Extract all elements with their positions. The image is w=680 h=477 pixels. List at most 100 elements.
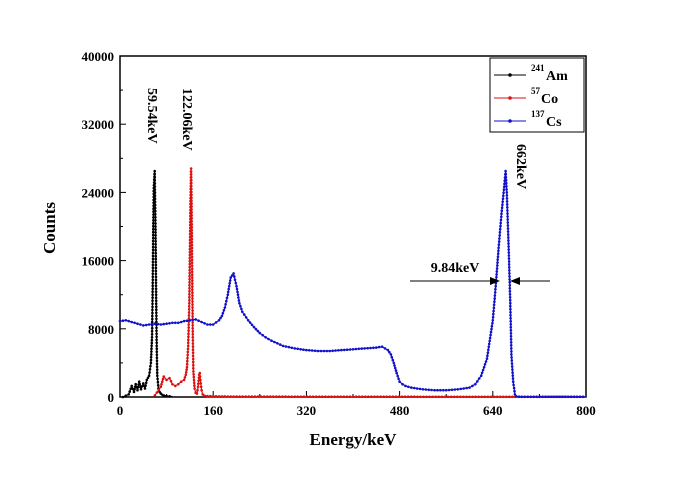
series-point-137cs	[495, 270, 499, 273]
series-point-57co	[281, 395, 284, 398]
series-point-241am	[150, 326, 154, 330]
series-point-241am	[154, 266, 158, 270]
series-point-137cs	[567, 395, 570, 399]
series-point-137cs	[491, 319, 495, 322]
series-point-57co	[440, 395, 444, 399]
fwhm-left-arrowhead	[490, 277, 500, 285]
series-point-137cs	[133, 321, 136, 325]
series-point-137cs	[507, 248, 511, 251]
series-point-57co	[191, 348, 195, 352]
series-point-137cs	[377, 345, 381, 349]
series-point-57co	[191, 306, 194, 309]
series-point-137cs	[497, 243, 501, 246]
series-point-241am	[165, 394, 168, 398]
series-point-241am	[151, 317, 154, 321]
series-point-57co	[223, 395, 227, 398]
series-point-57co	[188, 283, 191, 287]
series-point-57co	[330, 395, 333, 399]
series-point-57co	[370, 395, 373, 399]
series-point-137cs	[252, 325, 256, 329]
series-point-137cs	[174, 321, 177, 325]
series-point-241am	[155, 368, 159, 372]
series-point-57co	[259, 395, 263, 398]
series-point-241am	[154, 216, 157, 219]
series-point-241am	[127, 393, 130, 396]
series-point-57co	[446, 395, 450, 399]
series-point-241am	[151, 230, 155, 234]
series-point-137cs	[505, 203, 509, 206]
series-point-57co	[198, 371, 202, 375]
series-point-137cs	[504, 169, 507, 173]
series-point-137cs	[495, 267, 499, 270]
series-point-137cs	[476, 380, 479, 383]
series-point-137cs	[442, 388, 445, 392]
series-point-137cs	[243, 313, 246, 316]
series-point-241am	[154, 248, 157, 252]
series-point-57co	[373, 395, 376, 399]
series-point-137cs	[509, 329, 513, 332]
series-point-57co	[189, 167, 193, 170]
series-point-241am	[154, 251, 158, 255]
series-point-57co	[480, 395, 484, 399]
series-point-57co	[265, 395, 269, 398]
series-point-57co	[419, 395, 422, 399]
series-point-241am	[156, 380, 160, 384]
series-point-57co	[188, 247, 192, 251]
series-point-241am	[154, 302, 158, 306]
series-point-241am	[154, 299, 158, 303]
series-point-137cs	[386, 348, 390, 352]
series-point-137cs	[223, 306, 227, 309]
series-point-241am	[133, 388, 136, 391]
series-point-57co	[168, 376, 171, 380]
series-point-57co	[174, 384, 177, 388]
series-point-137cs	[508, 287, 512, 290]
series-point-241am	[150, 333, 154, 336]
series-point-57co	[187, 329, 190, 332]
series-point-137cs	[241, 310, 244, 314]
series-point-241am	[151, 254, 155, 258]
series-point-137cs	[244, 316, 248, 319]
series-point-137cs	[436, 388, 439, 392]
series-point-57co	[498, 395, 502, 399]
fwhm-annotation: 9.84keV	[410, 261, 550, 285]
series-point-137cs	[287, 345, 291, 349]
series-point-137cs	[396, 374, 400, 378]
series-point-57co	[185, 365, 189, 369]
series-point-57co	[193, 387, 196, 390]
series-point-137cs	[510, 365, 514, 368]
series-point-137cs	[496, 258, 500, 261]
series-point-57co	[345, 395, 349, 399]
series-point-137cs	[491, 315, 495, 319]
series-point-57co	[220, 395, 224, 398]
series-point-57co	[191, 294, 194, 297]
series-point-137cs	[501, 203, 504, 207]
series-point-241am	[153, 206, 157, 210]
series-point-137cs	[499, 224, 502, 228]
series-point-137cs	[214, 321, 218, 324]
series-point-137cs	[354, 347, 358, 351]
series-point-57co	[169, 379, 173, 383]
series-point-137cs	[509, 344, 513, 347]
series-point-241am	[154, 222, 157, 225]
series-point-137cs	[543, 395, 547, 399]
series-point-57co	[483, 395, 487, 399]
series-point-57co	[462, 395, 465, 399]
series-point-57co	[187, 332, 190, 336]
series-point-137cs	[383, 347, 387, 350]
series-point-57co	[465, 395, 468, 399]
series-point-57co	[184, 373, 188, 377]
series-point-57co	[187, 335, 190, 339]
series-point-137cs	[393, 364, 396, 367]
series-point-241am	[154, 231, 157, 234]
series-point-241am	[155, 359, 159, 363]
series-point-57co	[190, 225, 194, 229]
series-point-241am	[155, 341, 158, 345]
series-point-57co	[193, 384, 196, 387]
series-point-241am	[151, 236, 155, 240]
series-point-57co	[459, 395, 462, 399]
series-point-137cs	[570, 395, 573, 399]
series-point-57co	[379, 395, 382, 399]
series-point-57co	[275, 395, 278, 398]
series-point-241am	[146, 376, 150, 380]
series-point-137cs	[474, 382, 477, 386]
